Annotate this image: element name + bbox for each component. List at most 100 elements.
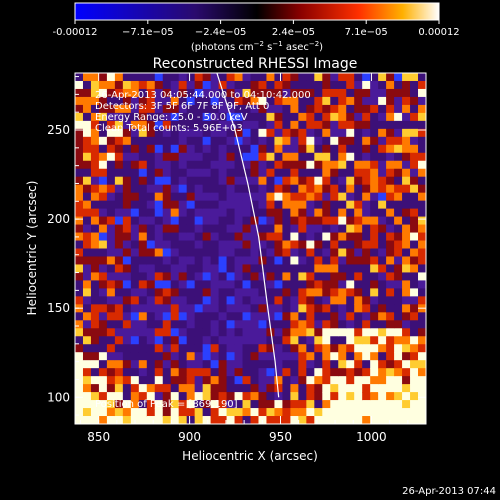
heatmap-cell xyxy=(235,256,244,265)
heatmap-cell xyxy=(290,81,299,90)
heatmap-cell xyxy=(258,304,267,313)
heatmap-cell xyxy=(83,113,92,122)
heatmap-cell xyxy=(322,153,331,162)
heatmap-cell xyxy=(251,73,260,82)
heatmap-cell xyxy=(251,129,260,138)
heatmap-cell xyxy=(354,360,363,369)
heatmap-cell xyxy=(354,209,363,218)
heatmap-cell xyxy=(139,185,148,194)
heatmap-cell xyxy=(322,368,331,377)
heatmap-cell xyxy=(123,241,132,250)
heatmap-cell xyxy=(306,217,315,226)
heatmap-cell xyxy=(258,81,267,90)
heatmap-cell xyxy=(123,217,132,226)
heatmap-cell xyxy=(139,177,148,186)
heatmap-cell xyxy=(410,161,419,170)
heatmap-cell xyxy=(298,81,307,90)
heatmap-cell xyxy=(370,376,379,385)
heatmap-cell xyxy=(163,296,172,305)
heatmap-cell xyxy=(402,153,411,162)
heatmap-cell xyxy=(402,217,411,226)
heatmap-cell xyxy=(219,137,228,146)
heatmap-cell xyxy=(171,233,180,242)
heatmap-cell xyxy=(386,81,395,90)
heatmap-cell xyxy=(147,328,156,337)
heatmap-cell xyxy=(306,73,315,82)
heatmap-cell xyxy=(402,408,411,417)
heatmap-cell xyxy=(386,408,395,417)
heatmap-cell xyxy=(410,400,419,409)
heatmap-cell xyxy=(394,121,403,130)
heatmap-cell xyxy=(107,73,116,82)
heatmap-cell xyxy=(91,185,100,194)
heatmap-cell xyxy=(386,105,395,114)
heatmap-cell xyxy=(266,376,275,385)
heatmap-cell xyxy=(75,400,84,409)
heatmap-cell xyxy=(330,185,339,194)
heatmap-cell xyxy=(290,328,299,337)
heatmap-cell xyxy=(107,177,116,186)
heatmap-cell xyxy=(131,368,140,377)
heatmap-cell xyxy=(274,105,283,114)
heatmap-cell xyxy=(163,217,172,226)
heatmap-cell xyxy=(187,73,196,82)
heatmap-cell xyxy=(378,225,387,234)
heatmap-cell xyxy=(115,177,124,186)
heatmap-cell xyxy=(235,288,244,297)
heatmap-cell xyxy=(258,217,267,226)
heatmap-cell xyxy=(203,145,212,154)
heatmap-cell xyxy=(402,233,411,242)
heatmap-cell xyxy=(251,360,260,369)
heatmap-cell xyxy=(290,376,299,385)
heatmap-cell xyxy=(378,352,387,361)
heatmap-cell xyxy=(330,217,339,226)
heatmap-cell xyxy=(354,408,363,417)
heatmap-cell xyxy=(370,344,379,353)
heatmap-cell xyxy=(171,153,180,162)
heatmap-cell xyxy=(251,392,260,401)
heatmap-cell xyxy=(346,256,355,265)
heatmap-cell xyxy=(346,121,355,130)
heatmap-cell xyxy=(354,169,363,178)
heatmap-cell xyxy=(394,105,403,114)
heatmap-cell xyxy=(211,161,220,170)
heatmap-cell xyxy=(298,105,307,114)
heatmap-cell xyxy=(410,233,419,242)
heatmap-cell xyxy=(187,384,196,393)
heatmap-cell xyxy=(235,225,244,234)
heatmap-cell xyxy=(187,304,196,313)
heatmap-cell xyxy=(227,296,236,305)
heatmap-cell xyxy=(402,352,411,361)
heatmap-cell xyxy=(219,217,228,226)
heatmap-cell xyxy=(306,209,315,218)
heatmap-cell xyxy=(418,344,427,353)
heatmap-cell xyxy=(386,264,395,273)
heatmap-cell xyxy=(163,209,172,218)
heatmap-cell xyxy=(330,416,339,425)
heatmap-cell xyxy=(107,352,116,361)
heatmap-cell xyxy=(91,280,100,289)
heatmap-cell xyxy=(354,400,363,409)
heatmap-cell xyxy=(251,81,260,90)
heatmap-cell xyxy=(314,97,323,106)
heatmap-cell xyxy=(338,416,347,425)
heatmap-cell xyxy=(306,312,315,321)
heatmap-cell xyxy=(338,169,347,178)
heatmap-cell xyxy=(346,225,355,234)
heatmap-cell xyxy=(203,376,212,385)
heatmap-cell xyxy=(274,153,283,162)
heatmap-cell xyxy=(418,360,427,369)
heatmap-cell xyxy=(306,288,315,297)
heatmap-cell xyxy=(107,161,116,170)
heatmap-cell xyxy=(179,225,188,234)
heatmap-cell xyxy=(386,97,395,106)
heatmap-cell xyxy=(386,193,395,202)
heatmap-cell xyxy=(354,145,363,154)
heatmap-cell xyxy=(298,153,307,162)
heatmap-cell xyxy=(346,280,355,289)
heatmap-cell xyxy=(290,241,299,250)
heatmap-cell xyxy=(91,201,100,210)
annotation-time-range: 26-Apr-2013 04:05:44.000 to 04:10:42.000 xyxy=(95,90,311,101)
heatmap-cell xyxy=(402,145,411,154)
